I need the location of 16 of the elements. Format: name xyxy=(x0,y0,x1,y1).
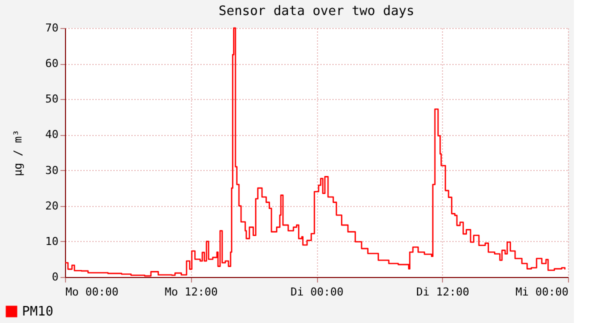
y-tick-label: 30 xyxy=(45,164,58,177)
legend-label: PM10 xyxy=(22,304,54,320)
y-tick-label: 10 xyxy=(45,234,58,248)
x-tick-label: Mi 00:00 xyxy=(516,286,568,298)
x-tick-label: Mo 00:00 xyxy=(66,286,118,298)
chart-title: Sensor data over two days xyxy=(218,4,414,19)
y-axis-title: µg / m³ xyxy=(11,130,24,176)
x-tick-label: Mo 12:00 xyxy=(164,286,218,298)
x-tick-label: Di 12:00 xyxy=(416,286,470,298)
y-tick-label: 70 xyxy=(45,22,58,34)
y-tick-label: 60 xyxy=(45,57,58,70)
y-tick-label: 0 xyxy=(52,270,58,284)
y-tick-label: 50 xyxy=(45,92,58,106)
x-tick-label: Di 00:00 xyxy=(290,286,344,298)
y-tick-label: 20 xyxy=(45,199,58,212)
y-tick-label: 40 xyxy=(45,128,58,142)
